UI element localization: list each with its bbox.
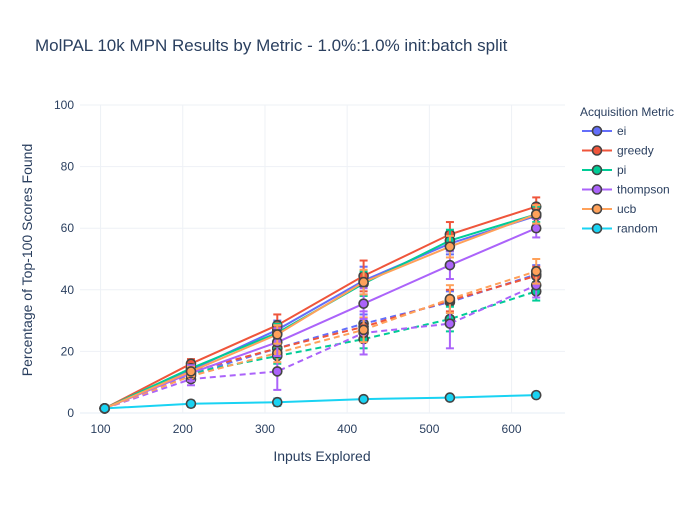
x-tick-label: 600 xyxy=(502,422,522,436)
random-solid-line xyxy=(104,394,537,410)
ucb-solid-line xyxy=(104,213,537,410)
legend-label: greedy xyxy=(617,144,654,158)
series-group xyxy=(99,196,542,414)
x-tick-label: 200 xyxy=(173,422,193,436)
thompson-point[interactable] xyxy=(271,366,283,377)
legend-item-ucb[interactable]: ucb xyxy=(582,202,637,216)
series-ei-dashed xyxy=(99,264,542,414)
legend-label: pi xyxy=(617,163,626,177)
y-tick-label: 40 xyxy=(61,283,75,297)
series-thompson-solid xyxy=(99,217,542,414)
random-point[interactable] xyxy=(271,396,283,408)
legend-swatch-marker xyxy=(591,164,603,176)
series-random-solid xyxy=(99,389,542,414)
ucb-point[interactable] xyxy=(530,266,542,277)
chart-title: MolPAL 10k MPN Results by Metric - 1.0%:… xyxy=(35,36,508,55)
legend-item-ei[interactable]: ei xyxy=(582,124,626,138)
legend-item-greedy[interactable]: greedy xyxy=(582,144,654,158)
legend-item-pi[interactable]: pi xyxy=(582,163,626,177)
x-tick-label: 100 xyxy=(91,422,111,436)
legend-label: ucb xyxy=(617,202,637,216)
grid xyxy=(80,104,565,414)
ucb-dashed-line xyxy=(104,270,537,410)
legend[interactable]: Acquisition Metric ei greedy pi thompson ucb… xyxy=(580,105,674,236)
y-tick-label: 0 xyxy=(67,406,74,420)
x-axis-title: Inputs Explored xyxy=(273,448,370,464)
legend-label: thompson xyxy=(617,183,670,197)
legend-swatch-marker xyxy=(591,223,603,234)
y-tick-label: 80 xyxy=(61,160,75,174)
legend-item-thompson[interactable]: thompson xyxy=(582,183,670,197)
y-tick-label: 100 xyxy=(54,98,74,112)
y-tick-label: 20 xyxy=(61,344,75,358)
legend-items: ei greedy pi thompson ucb random xyxy=(582,124,670,236)
pi-dashed-line xyxy=(104,290,537,410)
thompson-solid-line xyxy=(104,227,537,410)
x-tick-label: 400 xyxy=(337,422,357,436)
random-point[interactable] xyxy=(185,398,197,410)
thompson-dashed-line xyxy=(104,284,537,410)
legend-swatch-marker xyxy=(591,184,603,195)
legend-swatch-marker xyxy=(591,203,603,215)
legend-label: random xyxy=(617,222,658,236)
greedy-solid-line xyxy=(104,205,537,410)
ucb-point[interactable] xyxy=(358,276,369,288)
y-tick-label: 60 xyxy=(61,221,75,235)
random-point[interactable] xyxy=(358,393,369,405)
random-point[interactable] xyxy=(530,389,542,401)
random-point[interactable] xyxy=(444,392,456,403)
thompson-point[interactable] xyxy=(444,318,456,329)
legend-title: Acquisition Metric xyxy=(580,105,674,119)
ucb-point[interactable] xyxy=(358,324,369,336)
ei-solid-line xyxy=(104,214,537,410)
series-greedy-dashed xyxy=(99,265,542,414)
ucb-point[interactable] xyxy=(271,329,283,340)
x-tick-label: 500 xyxy=(419,422,439,436)
axes: 0 20 40 60 80 100 100 200 300 400 500 600 xyxy=(54,98,522,436)
thompson-point[interactable] xyxy=(358,298,369,309)
legend-swatch-marker xyxy=(591,125,603,137)
x-tick-label: 300 xyxy=(255,422,275,436)
ucb-point[interactable] xyxy=(444,293,456,305)
legend-swatch-marker xyxy=(591,145,603,156)
ucb-point[interactable] xyxy=(444,241,456,252)
y-axis-title: Percentage of Top-100 Scores Found xyxy=(19,144,35,376)
random-point[interactable] xyxy=(99,403,110,414)
series-thompson-dashed xyxy=(99,271,542,414)
ucb-point[interactable] xyxy=(530,209,542,220)
thompson-point[interactable] xyxy=(444,259,456,271)
legend-label: ei xyxy=(617,124,626,138)
series-ucb-dashed xyxy=(99,258,542,414)
ucb-point[interactable] xyxy=(185,366,197,377)
thompson-point[interactable] xyxy=(530,222,542,234)
series-pi-dashed xyxy=(99,281,542,414)
legend-item-random[interactable]: random xyxy=(582,222,658,236)
